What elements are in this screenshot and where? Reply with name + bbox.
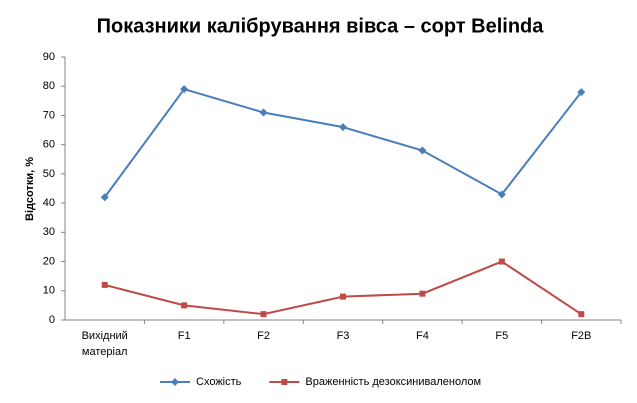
- y-tick-label: 80: [43, 80, 55, 92]
- y-tick-label: 30: [43, 226, 55, 238]
- data-point: [577, 88, 586, 97]
- data-point: [419, 290, 426, 297]
- data-point: [101, 281, 108, 288]
- y-tick-label: 10: [43, 285, 55, 297]
- y-tick-label: 0: [49, 314, 55, 326]
- data-point: [497, 190, 506, 199]
- legend-marker: [281, 379, 288, 385]
- x-tick-label-box: F3: [336, 330, 350, 342]
- data-point: [259, 108, 268, 117]
- x-tick-label: F4: [416, 330, 429, 342]
- y-tick-label: 90: [43, 51, 55, 63]
- y-tick-label: 70: [43, 109, 55, 121]
- x-tick-label: F5: [495, 330, 509, 342]
- data-point: [578, 311, 585, 318]
- data-point: [100, 193, 109, 202]
- data-point: [339, 123, 347, 132]
- legend-label: Враженність дезоксиниваленолом: [305, 376, 481, 388]
- x-tick-label: F2: [257, 330, 270, 342]
- series-line: [104, 260, 582, 316]
- x-tick-label-box: F2B: [571, 330, 592, 342]
- series-line: [103, 87, 583, 198]
- data-point: [340, 293, 346, 300]
- x-tick-label: F1: [177, 330, 191, 342]
- x-tick-label: Вихідний матеріал: [81, 330, 128, 358]
- x-tick-label: F2B: [571, 330, 592, 342]
- chart-title: Показники калібрування вівса – сорт Beli…: [97, 15, 545, 37]
- data-point: [498, 258, 505, 265]
- legend-marker: [171, 378, 179, 386]
- x-tick-label-box: F4: [416, 330, 429, 342]
- y-axis-label: Відсотки, %: [24, 157, 36, 221]
- x-tick-label-box: F2: [257, 330, 270, 342]
- y-tick-label: 20: [43, 255, 55, 267]
- x-tick-label-box: Вихідний матеріал: [81, 330, 128, 358]
- data-point: [260, 311, 267, 318]
- x-tick-label: F3: [336, 330, 350, 342]
- x-tick-label-box: F1: [177, 330, 191, 342]
- x-tick-label-box: F5: [495, 330, 509, 342]
- y-tick-label: 40: [43, 197, 55, 209]
- legend-label: Схожість: [196, 376, 242, 388]
- y-tick-label: 50: [43, 168, 55, 180]
- data-point: [418, 146, 427, 155]
- data-point: [181, 302, 188, 309]
- y-tick-label: 60: [43, 139, 55, 151]
- data-point: [180, 85, 189, 94]
